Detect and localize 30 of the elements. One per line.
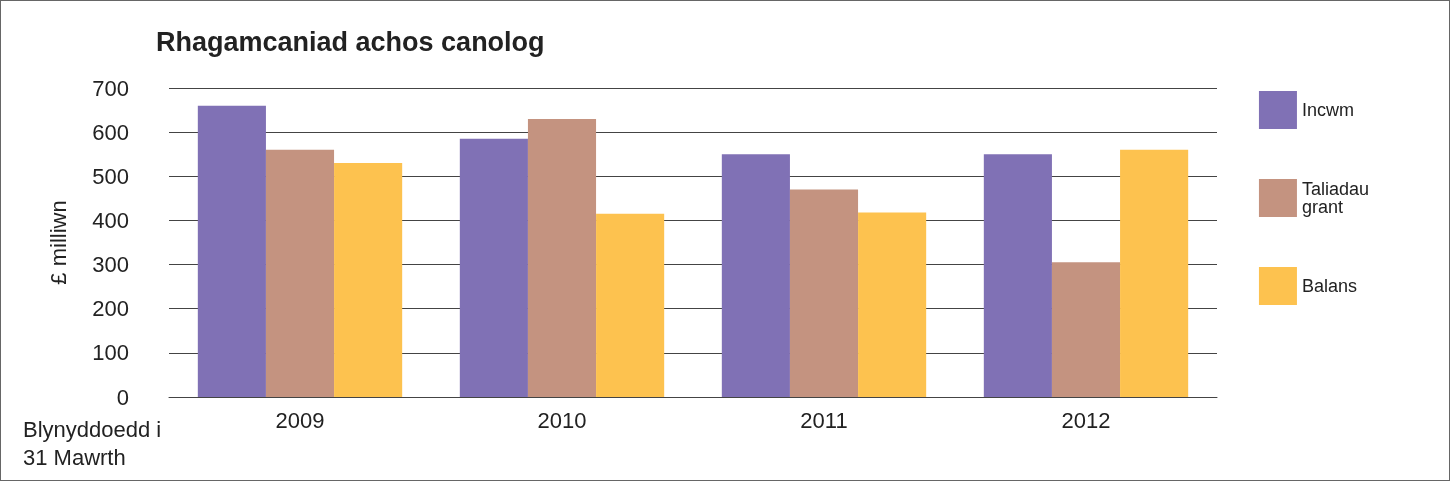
bar (527, 118, 597, 397)
x-tick-label: 2011 (800, 407, 848, 433)
y-tick-label: 100 (92, 340, 129, 366)
y-tick-label: 500 (92, 163, 129, 189)
legend-label: Incwm (1301, 100, 1354, 120)
y-tick-label: 200 (92, 296, 129, 322)
bar (858, 212, 927, 397)
bar (983, 154, 1052, 397)
x-tick-label: 2010 (537, 407, 587, 433)
bar (721, 154, 790, 397)
bar (1051, 262, 1121, 397)
legend-label: Taliadau grant (1301, 179, 1375, 217)
chart-title: Rhagamcaniad achos canolog (156, 26, 545, 57)
x-tick-label: 2012 (1061, 407, 1111, 433)
bar (1120, 149, 1189, 397)
bar (265, 149, 335, 397)
y-tick-label: 300 (92, 252, 129, 278)
bar (334, 163, 403, 397)
y-tick-label: 700 (92, 75, 129, 101)
legend-label: Balans (1301, 276, 1357, 296)
y-tick-label: 0 (116, 384, 129, 410)
bar (789, 189, 859, 397)
y-axis-title: £ milliwn (45, 200, 71, 285)
bar (459, 138, 528, 397)
x-axis-title: Blynyddoedd i 31 Mawrth (23, 416, 168, 470)
bar (197, 105, 266, 397)
y-tick-label: 400 (92, 207, 129, 233)
bar (596, 213, 665, 397)
y-tick-label: 600 (92, 119, 129, 145)
x-tick-label: 2009 (275, 407, 325, 433)
